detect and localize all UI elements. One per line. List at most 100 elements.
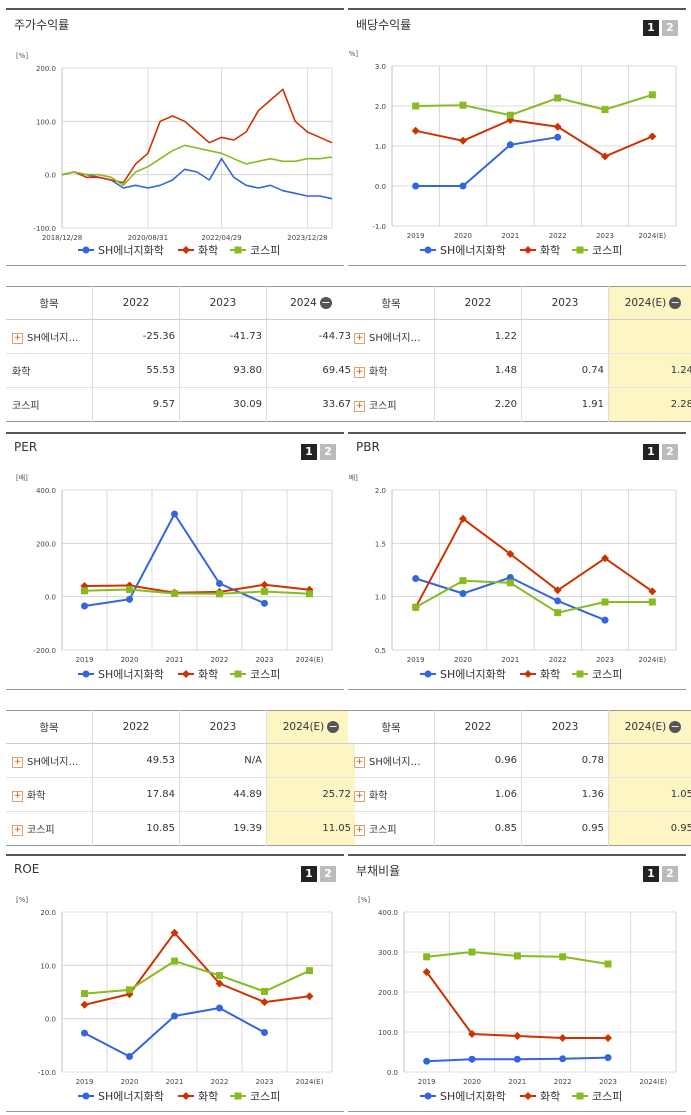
legend-label: SH에너지화학 xyxy=(440,668,506,681)
column-header-label: 2024(E) xyxy=(624,721,667,733)
legend-item-2: 코스피 xyxy=(230,244,280,257)
value-cell: 0.95 xyxy=(608,811,691,846)
series-line xyxy=(415,119,653,158)
cell-value: 55.53 xyxy=(146,365,175,376)
data-point xyxy=(459,514,467,523)
legend-item-1: 화학 xyxy=(520,668,560,681)
expand-icon[interactable]: + xyxy=(354,400,365,412)
data-point xyxy=(468,948,476,956)
page-1-button[interactable]: 1 xyxy=(301,444,317,460)
data-point xyxy=(125,990,134,999)
cell-value: 0.78 xyxy=(581,755,604,766)
page-2-button[interactable]: 2 xyxy=(662,20,678,36)
roe-chart: [%] 20.0 10.0 0.0 -10.0 2019 2020 2021 2022 2023 2… xyxy=(16,896,333,1103)
series-0 xyxy=(423,1054,612,1065)
legend-marker xyxy=(576,1092,584,1100)
value-cell: 2.28 xyxy=(608,387,691,422)
dividend-yield-table: 항목 2022 2023 2024(E) − + SH에너지… 1.22 + 화학 1.48 0.74… xyxy=(348,286,691,422)
x-tick-label: 2019 xyxy=(76,656,94,664)
y-tick-label: 0.5 xyxy=(375,647,386,655)
collapse-icon[interactable]: − xyxy=(669,720,682,733)
column-header: 항목 xyxy=(6,286,93,320)
expand-icon[interactable]: + xyxy=(354,756,365,768)
data-point xyxy=(81,602,88,610)
panel-title: 주가수익률 xyxy=(14,18,70,32)
page-1-button[interactable]: 1 xyxy=(643,444,659,460)
page-2-button[interactable]: 2 xyxy=(662,444,678,460)
column-header: 항목 xyxy=(6,710,93,744)
unit-label: [배] xyxy=(16,473,28,482)
pbr-table: 항목 2022 2023 2024(E) − + SH에너지… 0.96 0.78 + 화학 1.06… xyxy=(348,710,691,846)
expand-icon[interactable]: + xyxy=(12,790,23,802)
value-cell: 0.74 xyxy=(521,353,609,388)
series-line xyxy=(84,931,310,1006)
expand-icon[interactable]: + xyxy=(12,824,23,836)
row-label-cell: + SH에너지… xyxy=(348,743,435,778)
x-tick-label: 2020 xyxy=(463,1078,481,1086)
legend-item-1: 화학 xyxy=(520,244,560,257)
legend-label: 화학 xyxy=(540,244,560,257)
collapse-icon[interactable]: − xyxy=(327,720,340,733)
data-point xyxy=(459,182,467,190)
expand-icon[interactable]: + xyxy=(354,824,365,836)
data-point xyxy=(459,136,467,145)
data-point xyxy=(459,101,467,109)
data-point xyxy=(216,971,223,979)
value-cell: 33.67 xyxy=(266,387,355,422)
expand-icon[interactable]: + xyxy=(12,756,23,768)
panel-title: PER xyxy=(14,440,38,454)
value-cell: 55.53 xyxy=(92,353,180,388)
series-line xyxy=(84,588,310,595)
x-tick-label: 2023 xyxy=(596,656,614,664)
cell-value: 1.22 xyxy=(494,331,517,342)
expand-icon[interactable]: + xyxy=(12,332,23,344)
x-tick-label: 2023/12/28 xyxy=(287,234,327,242)
x-tick-label: 2022 xyxy=(211,656,229,664)
table-row: + 화학 1.48 0.74 1.24 xyxy=(348,353,691,388)
column-header: 2023 xyxy=(521,286,609,320)
page-1-button[interactable]: 1 xyxy=(643,20,659,36)
expand-icon[interactable]: + xyxy=(354,366,365,378)
legend-label: 코스피 xyxy=(250,1090,280,1103)
page-2-button[interactable]: 2 xyxy=(662,866,678,882)
legend-item-0: SH에너지화학 xyxy=(78,1090,164,1103)
debt-ratio-chart: [%] 400.0 300.0 200.0 100.0 0.0 2019 2020 2021 20… xyxy=(358,896,677,1103)
legend-marker xyxy=(524,246,532,254)
series-2 xyxy=(61,144,333,187)
series-line xyxy=(415,579,653,614)
table-row: + 코스피 2.20 1.91 2.28 xyxy=(348,387,691,422)
cell-value: 0.95 xyxy=(581,823,604,834)
data-point xyxy=(513,952,521,960)
row-label: SH에너지… xyxy=(369,757,421,768)
row-label: 화학 xyxy=(369,367,388,378)
page-2-button[interactable]: 2 xyxy=(320,444,336,460)
collapse-icon[interactable]: − xyxy=(669,296,682,309)
series-1 xyxy=(422,968,612,1042)
value-cell: 9.57 xyxy=(92,387,180,422)
page-1-button[interactable]: 1 xyxy=(643,866,659,882)
cell-value: 17.84 xyxy=(146,789,175,800)
legend-marker xyxy=(524,670,532,678)
column-header: 항목 xyxy=(348,710,435,744)
legend-label: SH에너지화학 xyxy=(98,244,164,257)
data-point xyxy=(171,589,178,597)
data-point xyxy=(80,1000,89,1009)
value-cell: 1.22 xyxy=(434,319,522,354)
row-label-cell: + SH에너지… xyxy=(348,319,435,354)
data-point xyxy=(126,595,133,603)
expand-icon[interactable]: + xyxy=(354,790,365,802)
expand-icon[interactable]: + xyxy=(354,332,365,344)
legend-marker xyxy=(182,246,190,254)
page-2-button[interactable]: 2 xyxy=(320,866,336,882)
page-1-button[interactable]: 1 xyxy=(301,866,317,882)
cell-value: 9.57 xyxy=(152,399,175,410)
y-tick-label: 0.0 xyxy=(45,1016,56,1024)
collapse-icon[interactable]: − xyxy=(319,296,332,309)
y-tick-label: -200.0 xyxy=(33,647,56,655)
column-header: 2022 xyxy=(92,286,180,320)
data-point xyxy=(604,1034,612,1042)
cell-value: 69.45 xyxy=(322,365,351,376)
data-point xyxy=(554,597,562,605)
